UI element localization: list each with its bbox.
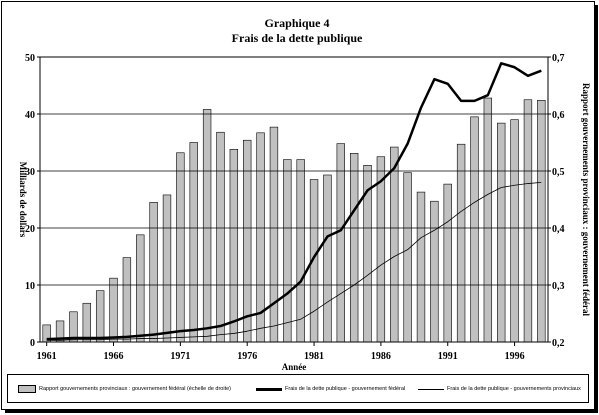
bar-1971 [176, 152, 185, 343]
y2-axis-label: Rapport gouvernements provinciaux : gouv… [581, 83, 591, 317]
bar-1968 [136, 234, 145, 343]
plot-border [39, 56, 549, 343]
bar-1976 [243, 139, 252, 343]
bar-1989 [416, 191, 426, 343]
bar-1969 [149, 202, 158, 343]
bar-1967 [122, 257, 132, 343]
bar-1973 [202, 109, 212, 343]
bar-1979 [283, 159, 292, 343]
legend-label-provincial: Frais de la dette publique - gouvernemen… [447, 386, 581, 392]
bar-1992 [456, 143, 466, 343]
chart-title-line2: Frais de la dette publique [231, 31, 363, 45]
chart-title-line1: Graphique 4 [264, 16, 330, 30]
y-tick-10: 10 [25, 281, 35, 292]
bar-1995 [497, 122, 506, 343]
bar-1983 [336, 143, 345, 343]
y2-tick-1: 0,3 [552, 281, 565, 292]
bar-1975 [229, 149, 239, 343]
legend-label-bars: Rapport gouvernements provinciaux : gouv… [39, 386, 231, 392]
line-series [46, 62, 542, 341]
y2-tick-3: 0,5 [552, 167, 565, 178]
legend-swatch-bars [18, 385, 36, 393]
bar-1998 [537, 100, 546, 343]
legend-swatch-federal [256, 387, 282, 391]
bar-1980 [296, 159, 305, 343]
x-tick-1981: 1981 [304, 351, 324, 362]
y2-tick-4: 0,6 [552, 110, 565, 121]
bar-1984 [349, 153, 359, 343]
bar-1974 [216, 131, 225, 343]
x-tick-1996: 1996 [505, 351, 525, 362]
axes [39, 56, 549, 343]
bar-1997 [523, 99, 533, 343]
bar-1991 [443, 183, 452, 343]
y-tick-30: 30 [25, 167, 35, 178]
x-tick-1971: 1971 [170, 351, 190, 362]
bar-1996 [510, 119, 519, 343]
y-tick-0: 0 [30, 338, 35, 349]
bar-1987 [390, 146, 399, 343]
x-axis-label: Année [282, 362, 307, 372]
bar-1965 [95, 290, 105, 343]
bar-series [42, 97, 546, 343]
y2-tick-5: 0,7 [552, 53, 565, 64]
legend-label-federal: Frais de la dette publique - gouvernemen… [285, 386, 406, 392]
bar-1982 [323, 174, 332, 343]
bar-1988 [403, 172, 412, 343]
legend-item-federal: Frais de la dette publique - gouvernemen… [256, 384, 405, 394]
x-tick-1986: 1986 [371, 351, 391, 362]
x-tick-1961: 1961 [37, 351, 57, 362]
legend-item-bars: Rapport gouvernements provinciaux : gouv… [18, 384, 231, 394]
x-tick-1976: 1976 [237, 351, 257, 362]
x-tick-1991: 1991 [438, 351, 458, 362]
line-provincial [46, 182, 542, 341]
bar-1990 [430, 200, 439, 343]
y2-tick-2: 0,4 [552, 224, 565, 235]
bar-1966 [109, 277, 118, 343]
bar-1978 [269, 126, 279, 343]
bar-1993 [470, 116, 479, 343]
y2-tick-0: 0,2 [552, 338, 565, 349]
bar-1964 [82, 302, 91, 343]
y-tick-20: 20 [25, 224, 35, 235]
bar-1970 [162, 194, 172, 343]
legend: Rapport gouvernements provinciaux : gouv… [7, 374, 589, 403]
legend-swatch-provincial [418, 388, 444, 390]
y-tick-50: 50 [25, 53, 35, 64]
legend-item-provincial: Frais de la dette publique - gouvernemen… [418, 384, 581, 394]
frame-shadow-bottom [5, 409, 598, 413]
y-axis-label: Milliards de dollars [18, 162, 28, 238]
x-tick-1966: 1966 [104, 351, 124, 362]
frame-shadow-right [594, 5, 598, 410]
gridlines [40, 113, 548, 286]
line-federal [46, 62, 542, 341]
bar-1972 [189, 142, 198, 343]
tick-labels: 0 10 20 30 40 50 0,2 0,3 0,4 0,5 0,6 0,7 1961 1966 197… [25, 53, 565, 362]
y-tick-40: 40 [25, 110, 35, 121]
bar-1994 [483, 97, 493, 343]
